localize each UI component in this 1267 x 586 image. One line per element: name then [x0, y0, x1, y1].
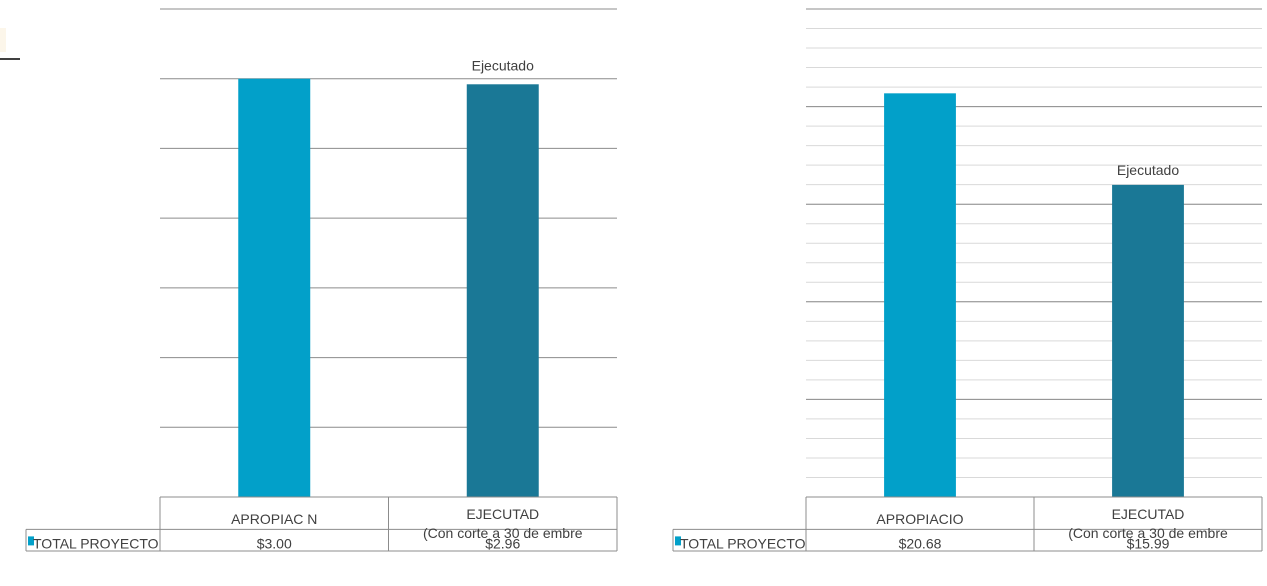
chart-left: Ejecutado APROPIAC N $3.00 EJECUTAD (Con co…	[25, 8, 618, 552]
chart-right: Ejecutado APROPIACIO $20.68 EJECUTAD (Con c…	[672, 8, 1263, 552]
bars	[238, 78, 539, 497]
corner-tint	[0, 28, 6, 52]
legend-key	[675, 536, 681, 546]
gridlines	[806, 8, 1262, 478]
legend-key	[28, 536, 34, 546]
category-sublabel-2: (Con corte a 30 de embre	[1068, 525, 1228, 541]
data-table: APROPIACIO $20.68 EJECUTAD (Con corte a 30 …	[672, 496, 1263, 552]
corner-dash	[0, 58, 20, 60]
category-sublabel-2: (Con corte a 30 de embre	[423, 525, 583, 541]
data-label-2: Ejecutado	[472, 57, 534, 73]
bar-1	[884, 93, 956, 497]
data-table: APROPIAC N $3.00 EJECUTAD (Con corte a 30 d…	[25, 496, 618, 552]
category-label-2: EJECUTAD	[466, 506, 539, 522]
table-value-1: $3.00	[257, 535, 292, 551]
category-label-1: APROPIACIO	[876, 511, 963, 527]
bars	[884, 93, 1184, 498]
data-labels: Ejecutado	[1117, 162, 1179, 178]
table-value-2: $2.96	[485, 535, 520, 551]
gridlines	[160, 8, 617, 428]
bar-2	[466, 84, 539, 497]
series-name: TOTAL PROYECTO	[680, 535, 806, 551]
data-label-2: Ejecutado	[1117, 162, 1179, 178]
table-value-1: $20.68	[899, 535, 942, 551]
data-labels: Ejecutado	[472, 57, 534, 73]
series-name: TOTAL PROYECTO	[33, 535, 159, 551]
category-label-2: EJECUTAD	[1112, 506, 1185, 522]
table-value-2: $15.99	[1127, 535, 1170, 551]
bar-2	[1112, 184, 1184, 498]
category-label-1: APROPIAC N	[231, 511, 317, 527]
bar-1	[238, 78, 311, 497]
